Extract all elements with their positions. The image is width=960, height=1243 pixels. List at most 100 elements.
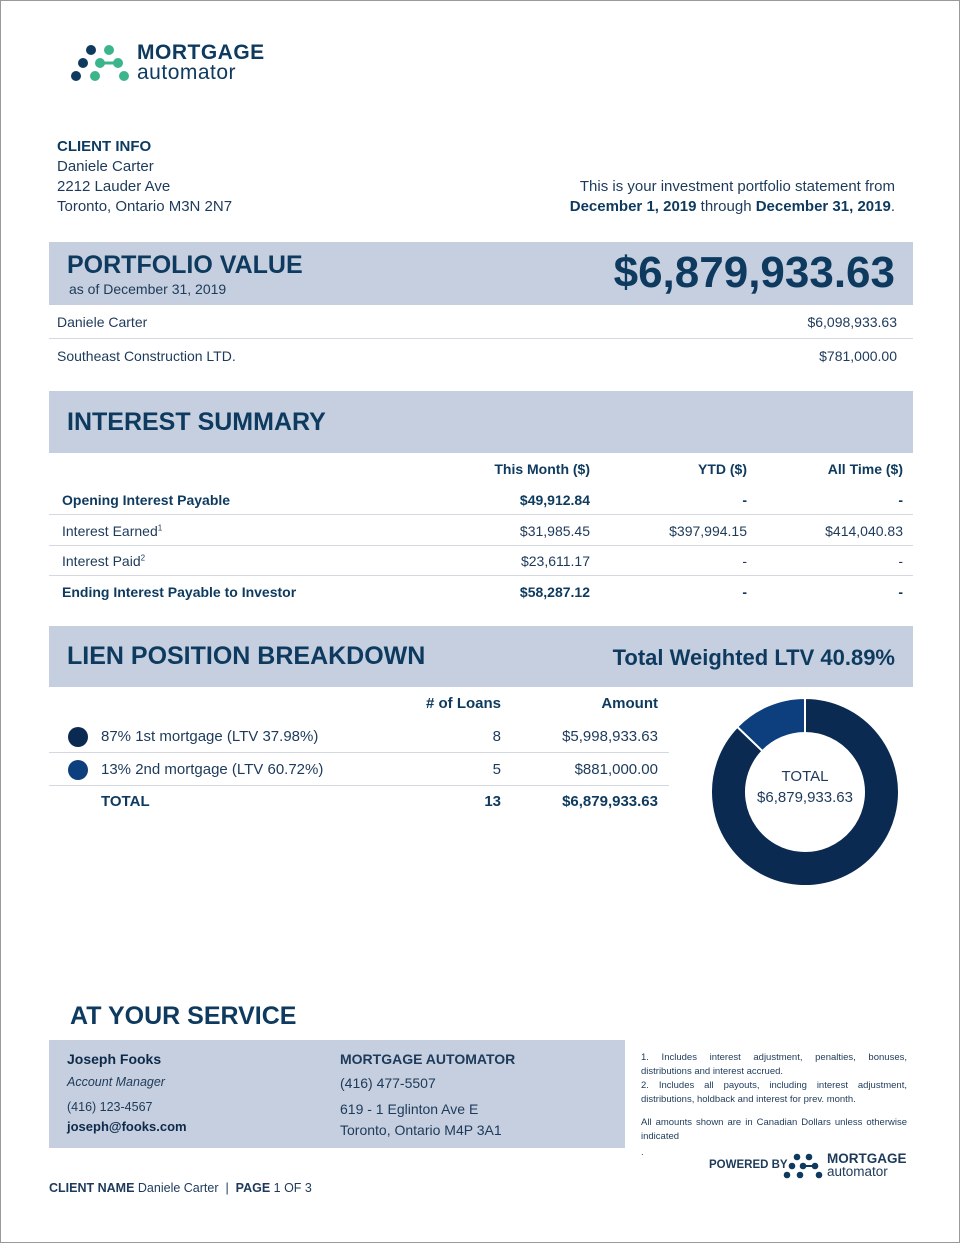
interest-row-label: Opening Interest Payable (62, 492, 231, 508)
lien-row-label: 13% 2nd mortgage (LTV 60.72%) (101, 761, 324, 778)
lien-title: LIEN POSITION BREAKDOWN (67, 642, 426, 670)
logo-dots-icon (71, 45, 129, 81)
footer-page-number: 1 OF 3 (273, 1181, 312, 1195)
company-name: MORTGAGE AUTOMATOR (340, 1051, 516, 1067)
contact-name: Joseph Fooks (67, 1051, 162, 1067)
powered-logo-line1: MORTGAGE (827, 1151, 907, 1166)
portfolio-title: PORTFOLIO VALUE (67, 251, 303, 279)
lien-row-label: 87% 1st mortgage (LTV 37.98%) (101, 728, 319, 745)
lien-row: 87% 1st mortgage (LTV 37.98%) 8 $5,998,9… (49, 720, 669, 753)
interest-row: Interest Paid2 $23,611.17 - - (49, 545, 913, 576)
lien-total-label: TOTAL (101, 793, 150, 810)
donut-center-label: TOTAL (781, 768, 829, 785)
logo-line2: automator (137, 61, 237, 84)
powered-by: POWERED BY MORTGAGE automator (709, 1151, 909, 1181)
footer-page-label: PAGE (235, 1181, 271, 1195)
lien-header: LIEN POSITION BREAKDOWN Total Weighted L… (49, 626, 913, 687)
service-title: AT YOUR SERVICE (70, 1002, 297, 1030)
legend-dot-icon (68, 760, 88, 780)
interest-row-ytd: $397,994.15 (669, 523, 747, 539)
company-address1: 619 - 1 Eglinton Ave E (340, 1101, 479, 1117)
logo: MORTGAGE automator (69, 41, 264, 86)
footer-client-name: Daniele Carter (137, 1181, 219, 1195)
portfolio-row-name: Southeast Construction LTD. (57, 348, 236, 364)
lien-row-amount: $881,000.00 (574, 761, 658, 778)
interest-row-all-time: - (898, 553, 903, 569)
statement-intro: This is your investment portfolio statem… (579, 178, 895, 195)
interest-row-label: Interest Paid2 (62, 553, 146, 569)
portfolio-row-value: $781,000.00 (819, 348, 897, 364)
interest-row: Interest Earned1 $31,985.45 $397,994.15 … (49, 515, 913, 546)
portfolio-header: PORTFOLIO VALUE as of December 31, 2019 … (49, 242, 913, 305)
lien-total-amount: $6,879,933.63 (562, 793, 658, 810)
donut-center: TOTAL $6,879,933.63 (705, 766, 905, 808)
lien-donut-chart (710, 696, 900, 887)
interest-row-month: $31,985.45 (519, 523, 590, 539)
footnote-marker: 2 (140, 553, 146, 563)
header-this-month: This Month ($) (494, 461, 590, 477)
client-name: Daniele Carter (57, 158, 154, 175)
lien-row-loans: 5 (492, 761, 501, 778)
lien-row-loans: 8 (492, 728, 501, 745)
lien-ltv: Total Weighted LTV 40.89% (612, 645, 895, 670)
statement-period-dot: . (890, 198, 895, 215)
interest-header: INTEREST SUMMARY (49, 391, 913, 453)
lien-row-amount: $5,998,933.63 (562, 728, 658, 745)
donut-center-value: $6,879,933.63 (757, 789, 853, 806)
footer-separator: | (225, 1181, 229, 1195)
portfolio-row: Daniele Carter $6,098,933.63 (49, 305, 913, 339)
portfolio-row-value: $6,098,933.63 (807, 314, 897, 330)
footnotes: 1. Includes interest adjustment, penalti… (641, 1051, 907, 1160)
header-ytd: YTD ($) (698, 461, 747, 477)
company-address2: Toronto, Ontario M4P 3A1 (340, 1122, 502, 1138)
interest-row-month: $49,912.84 (519, 492, 590, 508)
client-info-heading: CLIENT INFO (57, 138, 152, 155)
statement-start: December 1, 2019 (569, 198, 697, 215)
powered-by-label: POWERED BY (709, 1159, 788, 1171)
lien-total-loans: 13 (484, 793, 501, 810)
footnote-1: 1. Includes interest adjustment, penalti… (641, 1052, 907, 1077)
footer-client-label: CLIENT NAME (49, 1181, 135, 1195)
logo-line1: MORTGAGE (137, 41, 265, 64)
footnote-2: 2. Includes all payouts, including inter… (641, 1080, 907, 1105)
interest-row: Opening Interest Payable $49,912.84 - - (49, 484, 913, 515)
interest-row-ytd: - (742, 553, 747, 569)
footnote-marker: 1 (157, 523, 163, 533)
interest-row-month: $58,287.12 (519, 584, 590, 600)
header-loans: # of Loans (425, 695, 501, 712)
interest-row: Ending Interest Payable to Investor $58,… (49, 576, 913, 607)
powered-logo-dots-icon (783, 1153, 823, 1179)
powered-logo-line2: automator (827, 1164, 888, 1179)
interest-row-ytd: - (742, 492, 747, 508)
portfolio-as-of: as of December 31, 2019 (69, 281, 227, 297)
footnote-dot: . (641, 1147, 644, 1158)
interest-row-label: Ending Interest Payable to Investor (62, 584, 297, 600)
portfolio-row-name: Daniele Carter (57, 314, 148, 330)
contact-email[interactable]: joseph@fooks.com (67, 1119, 187, 1134)
interest-row-all-time: - (898, 492, 903, 508)
statement-end: December 31, 2019 (755, 198, 891, 215)
donut-slice-1 (710, 696, 900, 887)
interest-row-label: Interest Earned1 (62, 523, 163, 539)
client-info: CLIENT INFO Daniele Carter 2212 Lauder A… (57, 137, 232, 217)
contact-phone: (416) 123-4567 (67, 1100, 153, 1114)
portfolio-row: Southeast Construction LTD. $781,000.00 (49, 339, 913, 373)
portfolio-total: $6,879,933.63 (613, 248, 895, 297)
page-footer: CLIENT NAME Daniele Carter | PAGE 1 OF 3 (49, 1181, 312, 1195)
donut-slice-2 (735, 696, 806, 753)
client-address1: 2212 Lauder Ave (57, 178, 171, 195)
interest-row-month: $23,611.17 (520, 553, 590, 569)
client-address2: Toronto, Ontario M3N 2N7 (57, 198, 233, 215)
lien-row: 13% 2nd mortgage (LTV 60.72%) 5 $881,000… (49, 753, 669, 786)
header-all-time: All Time ($) (827, 461, 903, 477)
legend-dot-icon (68, 727, 88, 747)
service-panel: Joseph Fooks Account Manager (416) 123-4… (49, 1040, 625, 1148)
interest-row-all-time: $414,040.83 (825, 523, 903, 539)
footnote-currency: All amounts shown are in Canadian Dollar… (641, 1117, 907, 1142)
contact-role: Account Manager (67, 1075, 165, 1089)
interest-title: INTEREST SUMMARY (67, 408, 326, 436)
interest-row-all-time: - (898, 584, 903, 600)
statement-period: This is your investment portfolio statem… (475, 177, 895, 217)
header-amount: Amount (601, 695, 658, 712)
interest-row-ytd: - (742, 584, 747, 600)
